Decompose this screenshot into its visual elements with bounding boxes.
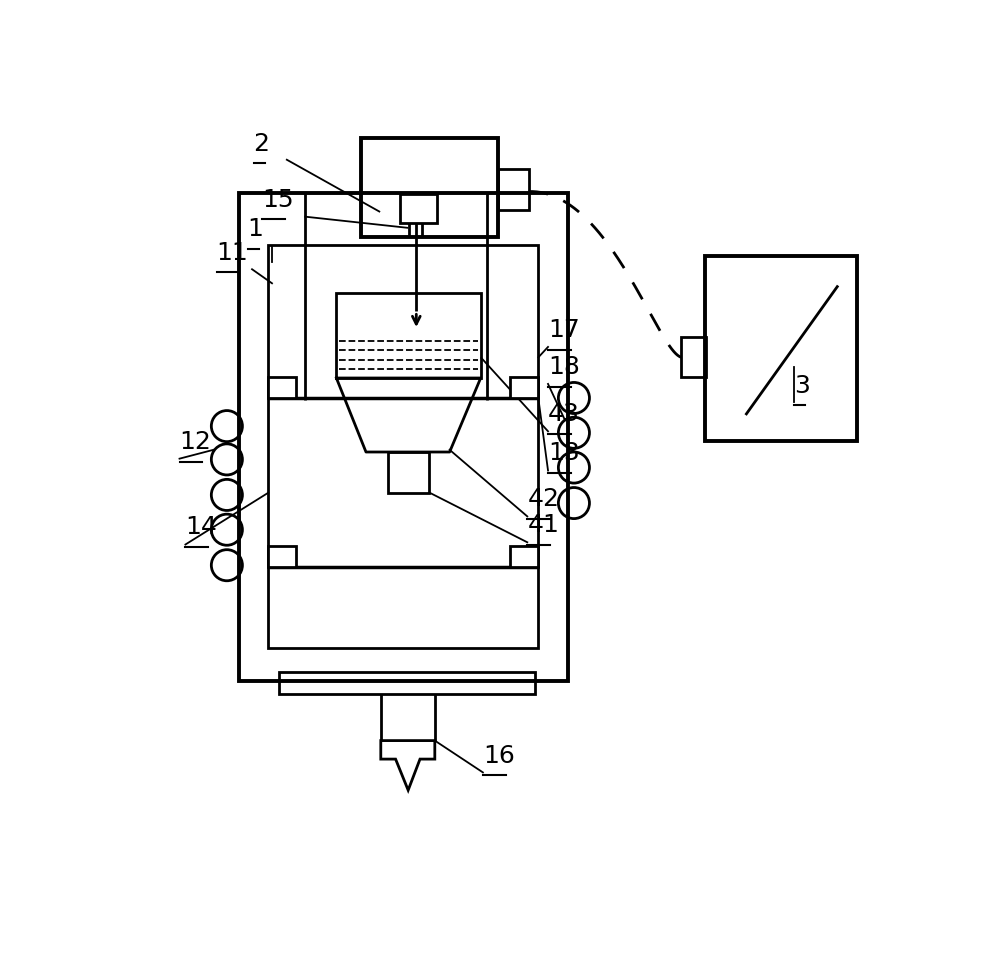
Bar [388,452,429,493]
Text: 2: 2 [254,132,270,156]
Bar [681,337,706,377]
Bar [510,546,538,567]
Text: 43: 43 [548,402,580,426]
Text: 3: 3 [794,374,810,398]
Text: 16: 16 [483,744,515,768]
Bar [400,194,437,223]
Bar [510,378,538,398]
Bar [239,193,568,681]
Bar [268,546,296,567]
Polygon shape [381,741,435,790]
Bar [498,169,529,210]
Text: 12: 12 [180,431,211,455]
Text: 11: 11 [217,241,248,265]
Bar [268,245,538,648]
Text: 42: 42 [527,487,559,511]
Text: 18: 18 [548,356,580,380]
Bar [336,293,481,378]
Bar [268,378,296,398]
Bar [705,256,857,441]
Text: 41: 41 [527,513,559,537]
Text: 1: 1 [248,217,263,241]
Text: 15: 15 [262,187,294,211]
Bar [361,137,498,237]
Bar [279,672,535,694]
Text: 17: 17 [548,318,580,342]
Text: 13: 13 [548,441,580,465]
Text: 14: 14 [185,515,217,539]
